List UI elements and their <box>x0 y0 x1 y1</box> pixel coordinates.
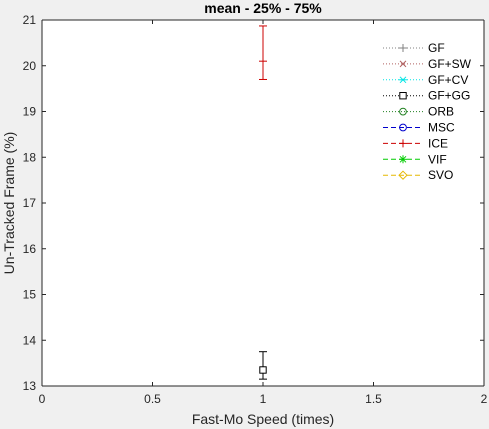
legend-label: ORB <box>428 105 454 119</box>
x-tick-label: 0 <box>39 392 46 406</box>
x-axis-label: Fast-Mo Speed (times) <box>192 411 334 427</box>
legend-entry: SVO <box>383 168 453 182</box>
legend-marker <box>399 139 407 148</box>
legend-label: ICE <box>428 136 448 150</box>
legend-marker <box>399 92 407 100</box>
legend-entry: GF+GG <box>383 89 470 103</box>
mean-marker <box>259 366 267 374</box>
y-tick-label: 14 <box>23 333 37 347</box>
legend-entry: VIF <box>383 152 447 166</box>
legend-marker <box>399 107 407 116</box>
legend-entry: GF <box>383 41 445 55</box>
y-axis-label: Un-Tracked Frame (%) <box>1 132 17 275</box>
y-tick-label: 16 <box>23 242 37 256</box>
legend-label: GF+CV <box>428 73 468 87</box>
x-tick-label: 1 <box>260 392 267 406</box>
x-tick-label: 1.5 <box>365 392 382 406</box>
y-tick-label: 18 <box>23 150 37 164</box>
mean-marker <box>259 57 267 66</box>
data-point-gf-gg <box>259 351 267 380</box>
legend-marker <box>399 123 407 132</box>
legend-label: GF+SW <box>428 57 472 71</box>
data-point-ice <box>259 25 267 80</box>
chart-title: mean - 25% - 75% <box>204 0 322 16</box>
legend-marker <box>399 60 407 68</box>
x-tick-label: 2 <box>481 392 488 406</box>
legend-marker <box>399 155 407 164</box>
axes: 0 0.5 1 1.5 2 13 14 15 16 17 18 19 20 21 <box>23 13 488 406</box>
legend-label: GF <box>428 41 445 55</box>
legend-entry: MSC <box>383 121 455 135</box>
legend-entry: GF+CV <box>383 73 468 87</box>
legend-label: VIF <box>428 152 447 166</box>
y-tick-label: 19 <box>23 105 37 119</box>
legend-label: SVO <box>428 168 453 182</box>
y-tick-label: 17 <box>23 196 37 210</box>
legend-entry: GF+SW <box>383 57 472 71</box>
y-tick-label: 20 <box>23 59 37 73</box>
plot-area <box>42 20 484 386</box>
legend-label: MSC <box>428 121 455 135</box>
legend-marker <box>398 170 408 180</box>
legend-marker <box>399 44 407 52</box>
legend-marker <box>399 76 407 84</box>
y-tick-label: 13 <box>23 379 37 393</box>
legend-label: GF+GG <box>428 89 470 103</box>
y-tick-label: 15 <box>23 288 37 302</box>
legend-entry: ICE <box>383 136 448 150</box>
y-tick-label: 21 <box>23 13 37 27</box>
x-tick-label: 0.5 <box>144 392 161 406</box>
legend-entry: ORB <box>383 105 454 119</box>
